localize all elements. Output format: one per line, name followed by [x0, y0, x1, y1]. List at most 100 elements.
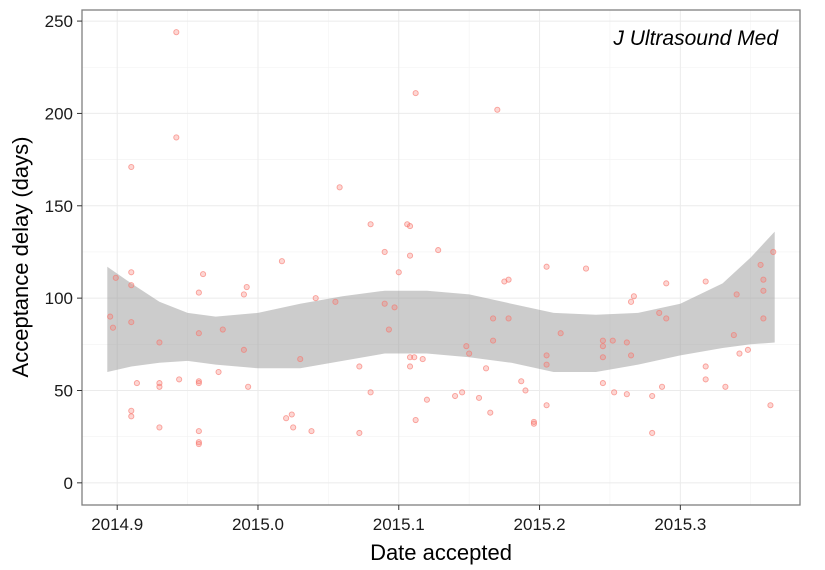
data-point: [530, 418, 537, 425]
y-tick-label: 250: [45, 12, 73, 31]
data-point: [663, 315, 670, 322]
data-point: [475, 394, 483, 401]
data-point: [128, 413, 135, 420]
data-point: [336, 184, 343, 191]
data-point: [744, 346, 751, 353]
y-axis: 0 50 100 150 200 250: [45, 12, 82, 493]
y-tick-label: 150: [45, 197, 73, 216]
data-point: [628, 352, 635, 359]
data-point: [128, 163, 135, 171]
data-point: [290, 424, 297, 431]
confidence-band-area: [107, 231, 775, 372]
x-axis: 2014.9 2015.0 2015.1 2015.2 2015.3: [91, 505, 706, 534]
data-point: [518, 378, 525, 385]
data-point: [156, 383, 163, 390]
y-tick-label: 100: [45, 289, 73, 308]
data-point: [435, 247, 442, 254]
data-point: [599, 343, 606, 350]
data-point: [702, 363, 709, 370]
data-point: [483, 365, 490, 372]
data-point: [406, 363, 414, 370]
data-point: [543, 402, 550, 409]
data-point: [308, 428, 315, 435]
data-point: [730, 332, 737, 339]
x-tick-label: 2015.0: [232, 515, 284, 534]
data-point: [412, 90, 419, 97]
data-point: [385, 326, 392, 333]
data-point: [245, 383, 252, 390]
data-point: [381, 300, 388, 307]
data-point: [332, 298, 339, 305]
data-point: [611, 389, 618, 396]
data-point: [487, 409, 494, 416]
data-point: [195, 289, 202, 296]
data-point: [173, 134, 180, 141]
x-tick-label: 2014.9: [91, 515, 143, 534]
x-tick-label: 2015.3: [654, 515, 706, 534]
data-point: [412, 416, 419, 424]
data-point: [658, 383, 666, 390]
data-point: [466, 350, 473, 357]
confidence-band: [107, 231, 775, 372]
data-point: [760, 276, 767, 283]
data-point: [312, 295, 319, 302]
data-point: [582, 265, 590, 272]
data-point: [663, 280, 670, 287]
data-point: [381, 248, 388, 256]
data-point: [195, 439, 202, 446]
data-point: [128, 407, 135, 414]
data-point: [128, 282, 135, 289]
data-point: [419, 356, 426, 363]
data-point: [406, 354, 414, 361]
journal-annotation: J Ultrasound Med: [612, 27, 779, 50]
data-point: [219, 326, 226, 333]
data-point: [215, 368, 222, 376]
data-point: [283, 415, 290, 422]
data-point: [195, 428, 202, 435]
plot-border: [81, 9, 801, 506]
y-tick-label: 0: [64, 474, 73, 493]
data-point: [112, 274, 119, 281]
data-point: [173, 29, 180, 36]
data-point: [406, 252, 414, 259]
data-point: [243, 284, 250, 291]
data-point: [423, 396, 430, 403]
data-point: [109, 324, 117, 331]
data-point: [760, 315, 767, 322]
data-point: [767, 402, 774, 409]
plot-background: [82, 10, 800, 505]
x-tick-label: 2015.2: [514, 515, 566, 534]
data-point: [543, 352, 550, 359]
data-point: [367, 221, 374, 228]
data-point: [760, 287, 767, 294]
data-point: [733, 291, 740, 298]
data-point: [505, 315, 512, 322]
data-point: [490, 315, 497, 322]
data-point: [505, 276, 512, 283]
data-point: [278, 258, 285, 265]
data-point: [128, 269, 135, 276]
data-point: [609, 337, 616, 344]
data-point: [452, 392, 459, 400]
data-point: [623, 339, 630, 346]
data-point: [557, 330, 564, 337]
data-point: [395, 269, 402, 276]
data-point: [411, 354, 418, 361]
data-point: [176, 376, 183, 383]
data-point: [599, 337, 606, 344]
data-point: [391, 304, 398, 311]
data-point: [656, 309, 663, 316]
data-point: [195, 330, 202, 337]
data-point: [356, 429, 363, 437]
data-points: [107, 29, 777, 448]
x-axis-title: Date accepted: [370, 540, 512, 565]
data-point: [599, 354, 606, 361]
data-point: [494, 106, 501, 113]
data-point: [195, 380, 202, 387]
data-point: [240, 291, 247, 298]
data-point: [702, 278, 709, 285]
data-point: [736, 350, 743, 357]
y-tick-label: 50: [54, 381, 73, 400]
data-point: [297, 356, 304, 363]
